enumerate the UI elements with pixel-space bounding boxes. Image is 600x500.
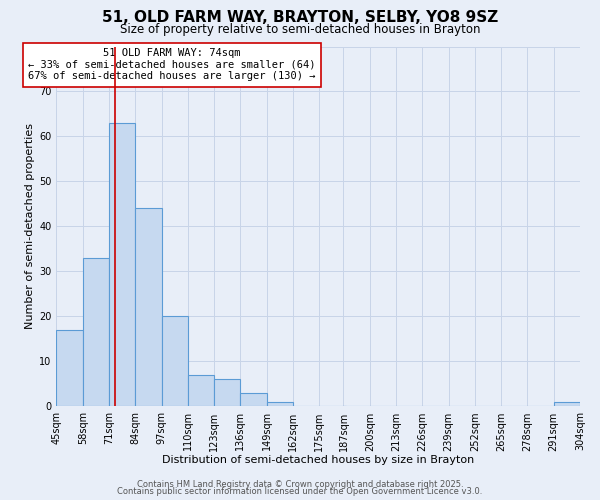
Bar [554, 402, 580, 406]
X-axis label: Distribution of semi-detached houses by size in Brayton: Distribution of semi-detached houses by … [162, 455, 475, 465]
Bar [241, 393, 266, 406]
Text: Size of property relative to semi-detached houses in Brayton: Size of property relative to semi-detach… [120, 22, 480, 36]
Bar [56, 330, 83, 406]
Text: 51, OLD FARM WAY, BRAYTON, SELBY, YO8 9SZ: 51, OLD FARM WAY, BRAYTON, SELBY, YO8 9S… [102, 10, 498, 25]
Text: 51 OLD FARM WAY: 74sqm
← 33% of semi-detached houses are smaller (64)
67% of sem: 51 OLD FARM WAY: 74sqm ← 33% of semi-det… [28, 48, 316, 82]
Bar [266, 402, 293, 406]
Bar [188, 375, 214, 406]
Y-axis label: Number of semi-detached properties: Number of semi-detached properties [25, 124, 35, 330]
Text: Contains public sector information licensed under the Open Government Licence v3: Contains public sector information licen… [118, 487, 482, 496]
Bar [109, 123, 135, 406]
Bar [135, 208, 161, 406]
Bar [214, 380, 241, 406]
Text: Contains HM Land Registry data © Crown copyright and database right 2025.: Contains HM Land Registry data © Crown c… [137, 480, 463, 489]
Bar [83, 258, 109, 406]
Bar [161, 316, 188, 406]
